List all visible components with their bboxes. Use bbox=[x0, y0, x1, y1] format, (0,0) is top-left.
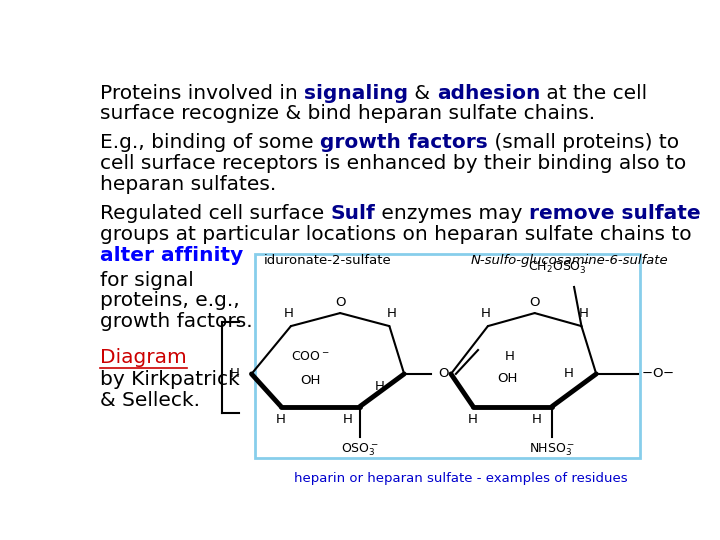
Text: by Kirkpatrick: by Kirkpatrick bbox=[100, 370, 240, 389]
Text: OSO$_3^-$: OSO$_3^-$ bbox=[341, 441, 379, 458]
Text: H: H bbox=[564, 367, 574, 380]
Text: growth factors: growth factors bbox=[320, 133, 487, 152]
Text: Proteins involved in: Proteins involved in bbox=[100, 84, 304, 103]
Text: H: H bbox=[505, 350, 515, 363]
Text: signaling: signaling bbox=[304, 84, 408, 103]
Text: H: H bbox=[468, 413, 478, 426]
Text: &: & bbox=[408, 84, 436, 103]
Text: H: H bbox=[532, 413, 542, 426]
Text: COO$^-$: COO$^-$ bbox=[292, 350, 330, 363]
Text: H: H bbox=[276, 413, 286, 426]
Text: H: H bbox=[579, 307, 589, 320]
Text: heparan sulfates.: heparan sulfates. bbox=[100, 175, 276, 194]
Text: enzymes may: enzymes may bbox=[375, 204, 529, 223]
Text: H: H bbox=[387, 307, 397, 320]
Text: H: H bbox=[343, 413, 353, 426]
Text: proteins, e.g.,: proteins, e.g., bbox=[100, 292, 240, 310]
Text: & Selleck.: & Selleck. bbox=[100, 391, 200, 410]
Text: OH: OH bbox=[300, 374, 321, 387]
Text: at the cell: at the cell bbox=[540, 84, 647, 103]
Text: groups at particular locations on heparan sulfate chains to: groups at particular locations on hepara… bbox=[100, 225, 692, 244]
Text: Diagram: Diagram bbox=[100, 348, 186, 367]
Text: O: O bbox=[529, 296, 540, 309]
Text: H: H bbox=[229, 367, 239, 380]
Bar bbox=[255, 254, 639, 458]
Text: Regulated cell surface: Regulated cell surface bbox=[100, 204, 330, 223]
Text: iduronate-2-sulfate: iduronate-2-sulfate bbox=[264, 254, 392, 267]
Text: H: H bbox=[374, 381, 384, 394]
Text: cell surface receptors is enhanced by their binding also to: cell surface receptors is enhanced by th… bbox=[100, 154, 686, 173]
Text: H: H bbox=[284, 307, 293, 320]
Text: CH$_2$OSO$_3^-$: CH$_2$OSO$_3^-$ bbox=[528, 260, 590, 276]
Text: surface recognize & bind heparan sulfate chains.: surface recognize & bind heparan sulfate… bbox=[100, 104, 595, 123]
Text: alter affinity: alter affinity bbox=[100, 246, 243, 265]
Text: adhesion: adhesion bbox=[436, 84, 540, 103]
Text: NHSO$_3^-$: NHSO$_3^-$ bbox=[528, 441, 575, 458]
Text: H: H bbox=[480, 307, 490, 320]
Text: O: O bbox=[438, 367, 449, 380]
Text: $-$O$-$: $-$O$-$ bbox=[641, 367, 674, 380]
Text: remove sulfate: remove sulfate bbox=[529, 204, 701, 223]
Text: O: O bbox=[335, 296, 346, 309]
Text: for signal: for signal bbox=[100, 271, 194, 289]
Text: E.g., binding of some: E.g., binding of some bbox=[100, 133, 320, 152]
Text: Sulf: Sulf bbox=[330, 204, 375, 223]
Text: heparin or heparan sulfate - examples of residues: heparin or heparan sulfate - examples of… bbox=[294, 472, 628, 485]
Text: N-sulfo-glucosamine-6-sulfate: N-sulfo-glucosamine-6-sulfate bbox=[470, 254, 668, 267]
Text: growth factors.: growth factors. bbox=[100, 312, 253, 331]
Text: (small proteins) to: (small proteins) to bbox=[487, 133, 679, 152]
Text: OH: OH bbox=[498, 372, 518, 385]
